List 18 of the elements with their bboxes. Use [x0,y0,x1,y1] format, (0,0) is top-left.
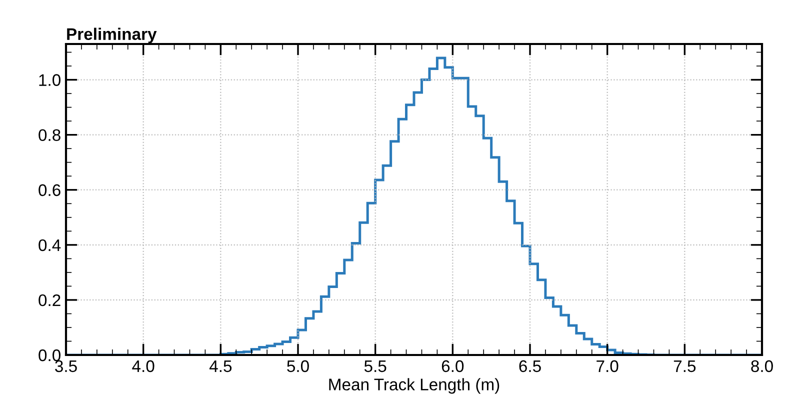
x-tick-label: 4.5 [209,360,232,372]
x-tick-label: 3.5 [55,360,77,372]
chart-title: Preliminary [67,28,157,44]
x-tick-label: 5.0 [287,360,309,372]
y-tick-label: 0.8 [38,129,60,142]
x-tick-label: 7.5 [674,360,696,372]
x-tick-label: 8.0 [751,360,773,372]
x-tick-label: 6.5 [519,360,541,372]
x-axis-title: Mean Track Length (m) [329,378,500,394]
x-tick-label: 7.0 [596,360,618,372]
y-tick-label: 0.4 [38,239,61,252]
y-tick-label: 0.6 [38,184,60,196]
y-tick-label: 1.0 [39,74,60,86]
x-tick-label: 5.5 [364,360,386,372]
x-tick-label: 6.0 [442,360,464,372]
y-tick-label: 0.0 [38,349,60,362]
y-tick-label: 0.2 [38,294,60,306]
x-tick-label: 4.0 [132,360,154,372]
